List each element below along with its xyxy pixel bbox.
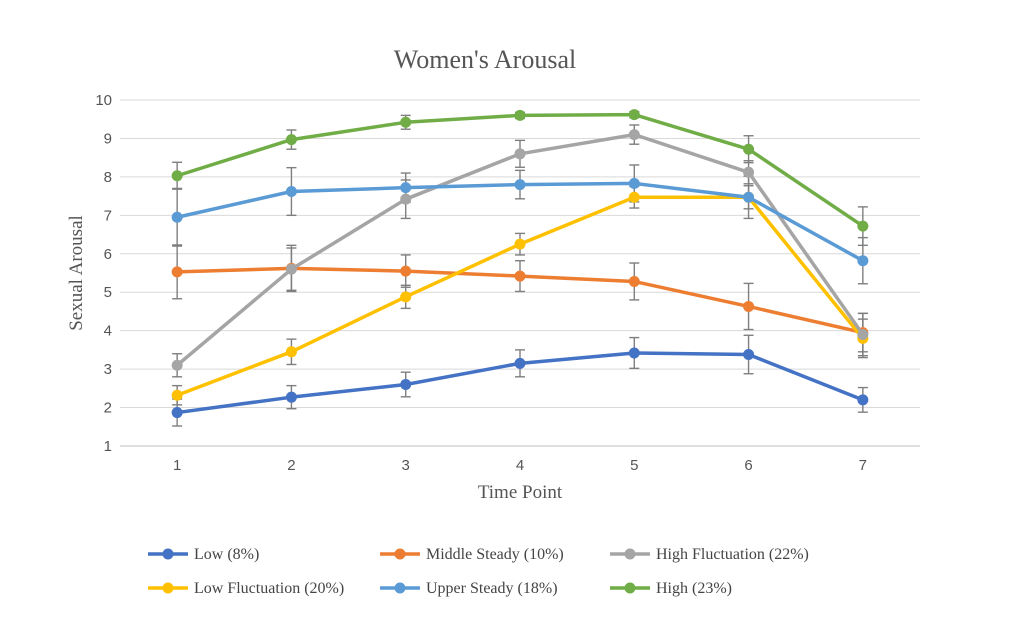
- series-1: [171, 262, 869, 339]
- y-tick-label: 3: [104, 361, 112, 378]
- data-point: [628, 275, 640, 287]
- data-point: [171, 211, 183, 223]
- data-point: [743, 349, 755, 361]
- data-point: [628, 191, 640, 203]
- data-point: [857, 329, 869, 341]
- series-4: [171, 177, 869, 267]
- data-point: [514, 179, 526, 191]
- data-point: [514, 357, 526, 369]
- series-0: [171, 347, 869, 419]
- data-point: [171, 170, 183, 182]
- legend-swatch-marker: [162, 582, 174, 594]
- y-tick-label: 9: [104, 130, 112, 147]
- data-point: [514, 148, 526, 160]
- y-tick-label: 1: [104, 438, 112, 455]
- data-point: [743, 191, 755, 203]
- data-point: [285, 134, 297, 146]
- x-tick-label: 5: [630, 457, 638, 474]
- data-point: [857, 394, 869, 406]
- series-layer: [171, 109, 869, 419]
- x-tick-label: 1: [173, 457, 181, 474]
- data-point: [400, 265, 412, 277]
- legend-swatch-marker: [394, 548, 406, 560]
- legend-label: Upper Steady (18%): [426, 580, 558, 597]
- data-point: [400, 116, 412, 128]
- legend-swatch-marker: [394, 582, 406, 594]
- x-tick-label: 6: [744, 457, 752, 474]
- y-tick-label: 4: [104, 323, 112, 340]
- legend-item: Middle Steady (10%): [380, 546, 564, 563]
- y-tick-label: 8: [104, 169, 112, 186]
- y-axis-title: Sexual Arousal: [66, 215, 87, 331]
- data-point: [514, 109, 526, 121]
- legend-item: High (23%): [610, 580, 732, 597]
- legend-item: High Fluctuation (22%): [610, 546, 809, 563]
- legend-swatch-marker: [624, 548, 636, 560]
- data-point: [171, 266, 183, 278]
- series-5: [171, 109, 869, 232]
- x-tick-label: 2: [287, 457, 295, 474]
- data-point: [857, 220, 869, 232]
- data-point: [400, 378, 412, 390]
- legend-item: Low Fluctuation (20%): [148, 580, 344, 597]
- legend-item: Low (8%): [148, 546, 259, 563]
- legend-label: Middle Steady (10%): [426, 546, 564, 563]
- legend-swatch-marker: [162, 548, 174, 560]
- y-tick-label: 2: [104, 400, 112, 417]
- legend-item: Upper Steady (18%): [380, 580, 558, 597]
- data-point: [857, 255, 869, 267]
- data-point: [400, 291, 412, 303]
- x-tick-labels: 1 2 3 4 5 6 7: [173, 457, 867, 474]
- y-tick-label: 6: [104, 246, 112, 263]
- legend-label: Low (8%): [194, 546, 259, 563]
- data-point: [628, 129, 640, 141]
- data-point: [285, 263, 297, 275]
- legend-label: High Fluctuation (22%): [656, 546, 809, 563]
- x-axis-title: Time Point: [478, 482, 563, 503]
- data-point: [171, 407, 183, 419]
- data-point: [400, 182, 412, 194]
- data-point: [171, 359, 183, 371]
- y-tick-label: 7: [104, 207, 112, 224]
- data-point: [628, 347, 640, 359]
- x-tick-label: 4: [516, 457, 524, 474]
- legend-label: High (23%): [656, 580, 732, 597]
- data-point: [285, 185, 297, 197]
- data-point: [285, 346, 297, 358]
- data-point: [743, 166, 755, 178]
- y-tick-label: 5: [104, 284, 112, 301]
- data-point: [628, 177, 640, 189]
- y-tick-labels: 1 2 3 4 5 6 7 8 9 10: [95, 92, 112, 455]
- data-point: [285, 391, 297, 403]
- chart-title: Women's Arousal: [394, 45, 576, 74]
- error-bars: [172, 110, 868, 427]
- x-tick-label: 3: [402, 457, 410, 474]
- data-point: [743, 300, 755, 312]
- x-tick-label: 7: [859, 457, 867, 474]
- series-2: [171, 129, 869, 371]
- data-point: [400, 193, 412, 205]
- data-point: [171, 389, 183, 401]
- data-point: [514, 270, 526, 282]
- y-tick-label: 10: [95, 92, 112, 109]
- data-point: [514, 238, 526, 250]
- data-point: [628, 109, 640, 121]
- data-point: [743, 143, 755, 155]
- legend-label: Low Fluctuation (20%): [194, 580, 344, 597]
- legend: Low (8%) Middle Steady (10%) High Fluctuat…: [148, 546, 809, 597]
- legend-swatch-marker: [624, 582, 636, 594]
